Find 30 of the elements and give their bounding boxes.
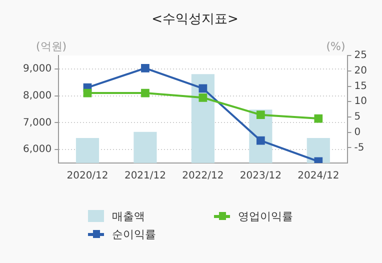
point — [256, 110, 265, 120]
x-tick-label: 2021/12 — [124, 170, 166, 182]
y2-tick-label: -5 — [354, 142, 364, 154]
y2-tick-label: 20 — [354, 66, 368, 77]
y2-tick-label: 25 — [354, 50, 368, 62]
legend-label: 매출액 — [112, 208, 145, 224]
x-tick-label: 2022/12 — [182, 170, 224, 182]
x-tick-label: 2024/12 — [298, 170, 340, 182]
point — [83, 88, 92, 98]
point — [198, 93, 208, 102]
y-tick-label: 7,000 — [22, 117, 52, 128]
y-tick-label: 6,000 — [22, 144, 52, 156]
y2-tick-label: 5 — [354, 112, 361, 123]
y2-tick-label: 15 — [354, 80, 368, 92]
point — [141, 64, 150, 72]
point — [256, 136, 265, 145]
y-axis-title: (억원) — [36, 40, 67, 53]
y-tick-label: 8,000 — [22, 90, 52, 102]
x-tick-label: 2023/12 — [240, 170, 282, 182]
point — [198, 84, 208, 93]
point — [314, 114, 323, 123]
x-tick-label: 2020/12 — [66, 170, 108, 182]
y-tick-label: 9,000 — [22, 64, 52, 75]
legend-label: 영업이익률 — [238, 208, 293, 224]
point — [141, 88, 150, 98]
y2-tick-label: 0 — [354, 126, 361, 138]
chart-title: <수익성지표> — [152, 12, 238, 28]
legend-label: 순이익률 — [112, 226, 156, 242]
y2-tick-label: 10 — [354, 96, 368, 108]
y2-axis-title: (%) — [326, 40, 346, 53]
